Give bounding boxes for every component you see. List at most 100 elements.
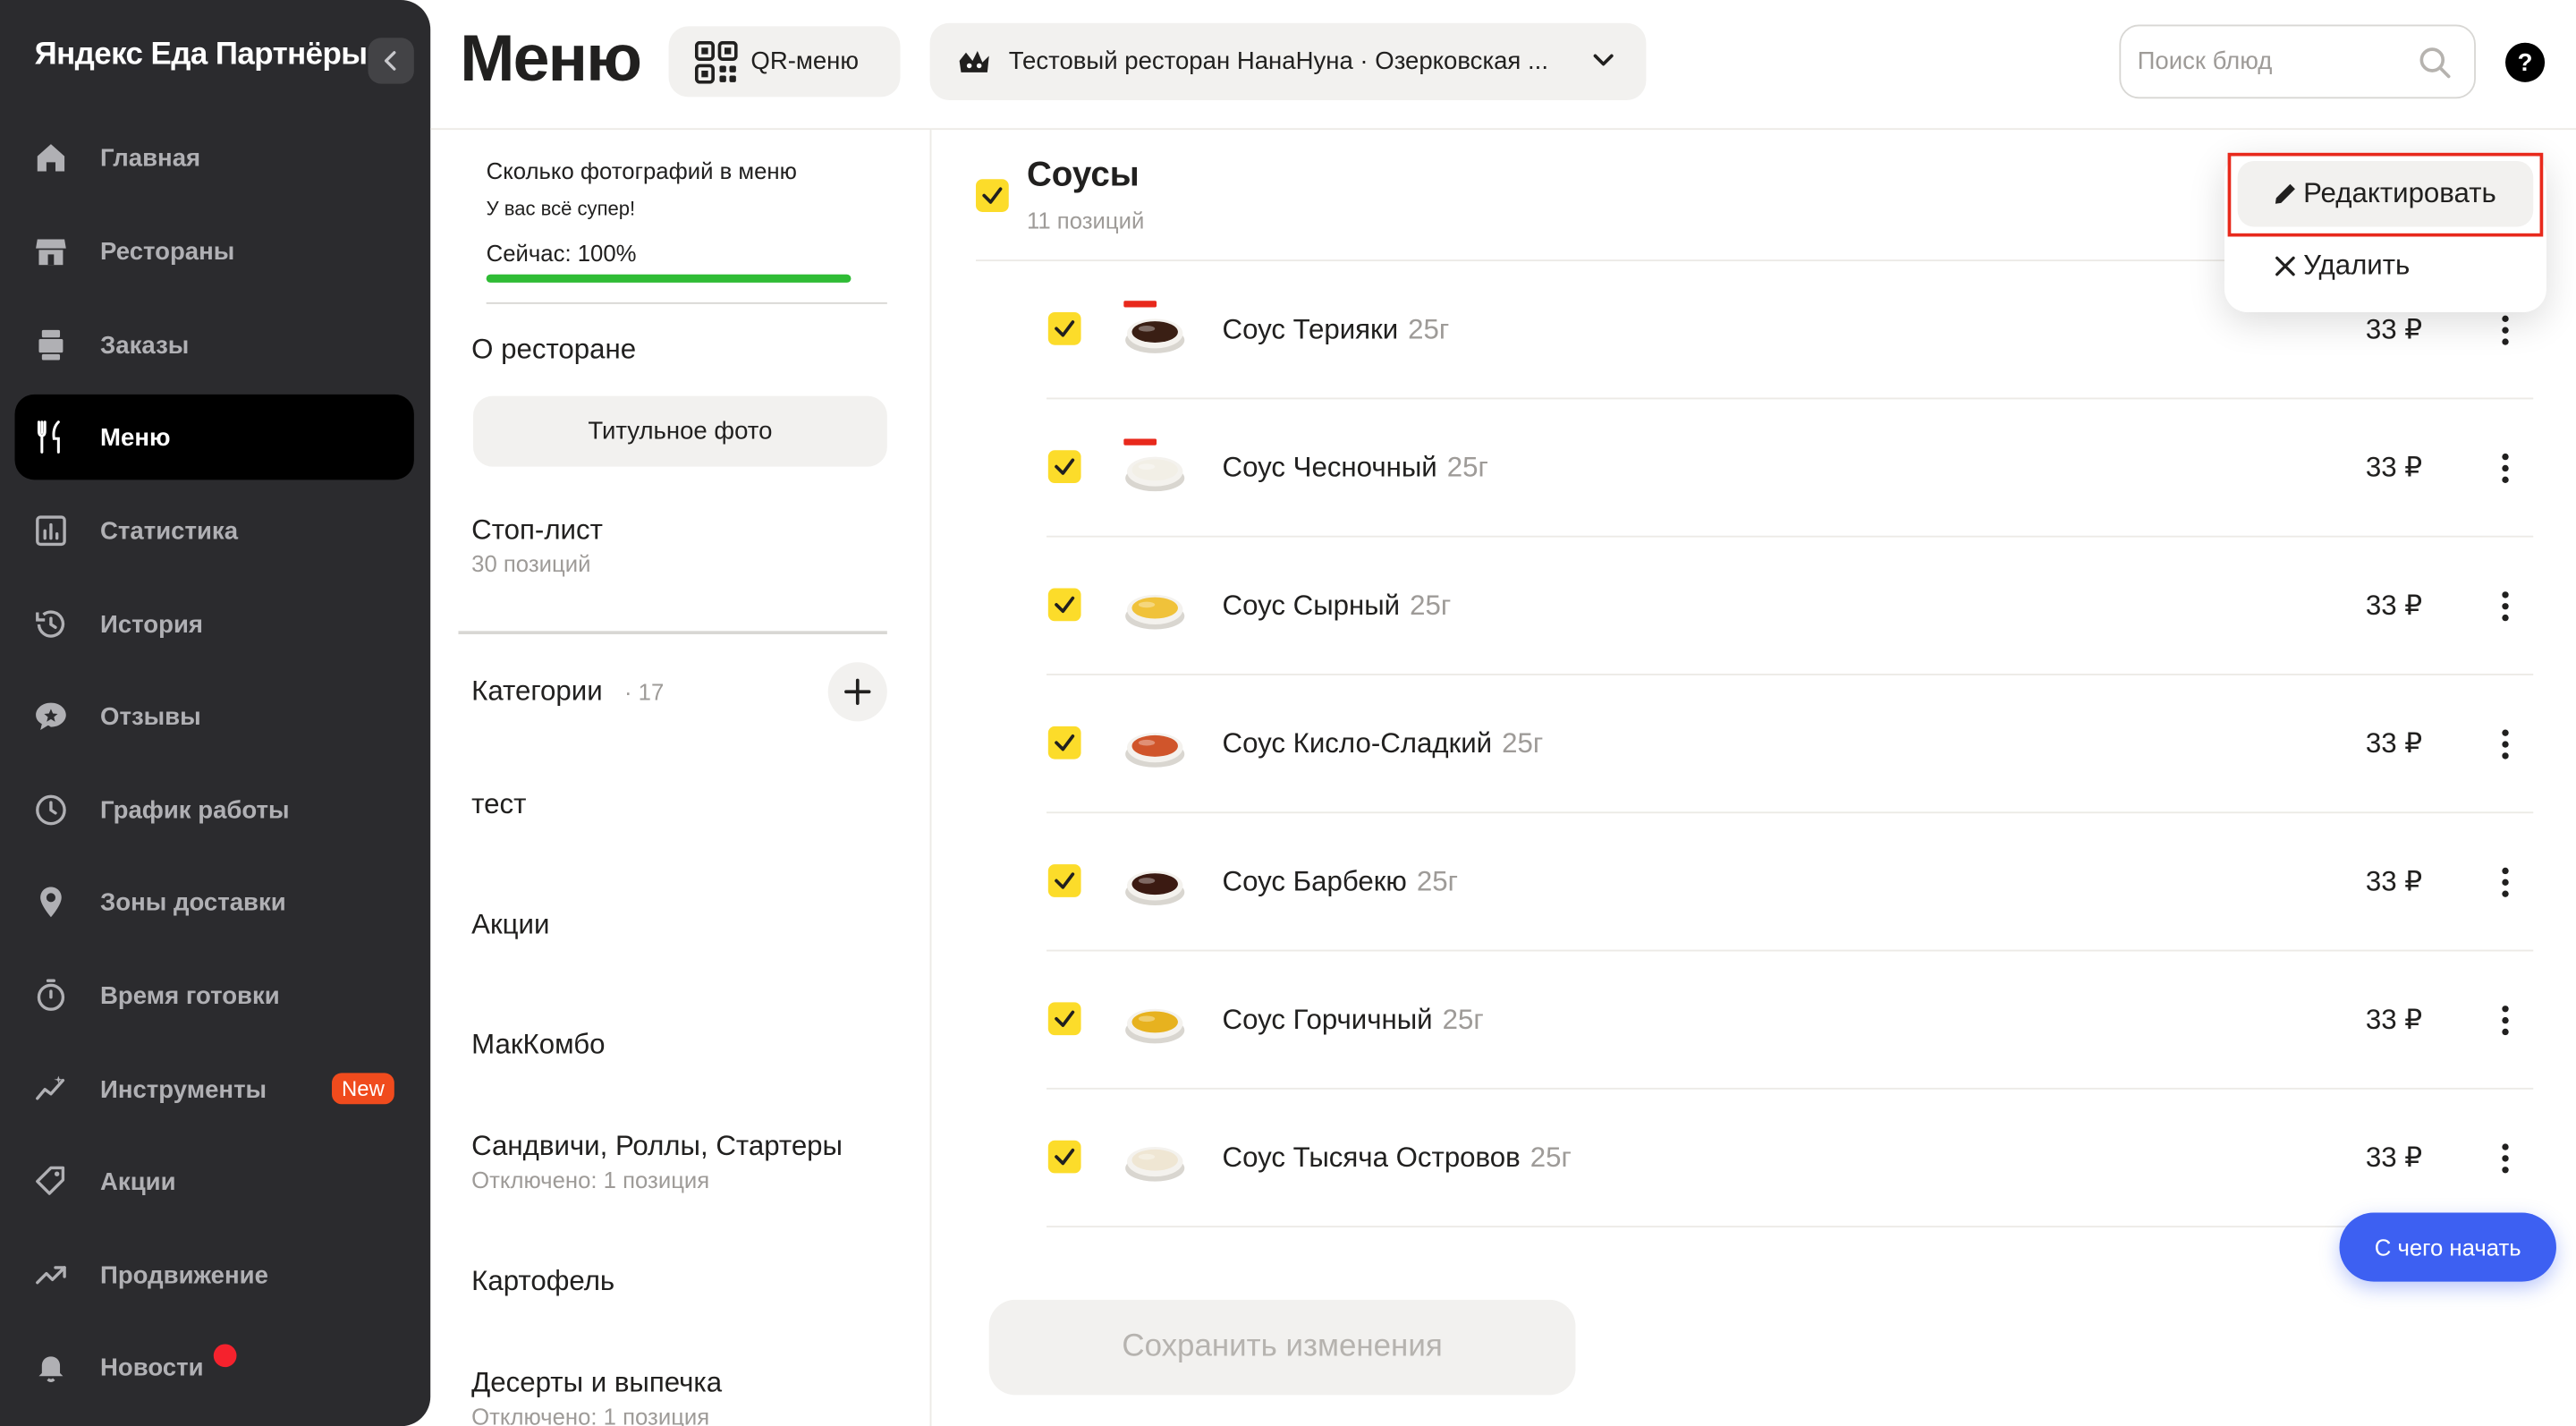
notification-dot [213, 1344, 237, 1368]
help-icon[interactable]: ? [2505, 42, 2546, 82]
sidebar-item-12[interactable]: Продвижение [15, 1233, 414, 1319]
menu-item-row[interactable]: Соус Горчичный 25г 33 ₽ [1046, 951, 2534, 1090]
check-icon [1055, 1010, 1075, 1027]
category-item[interactable]: Картофель [471, 1265, 615, 1297]
qr-code-icon [694, 39, 738, 83]
sidebar-item-1[interactable]: Рестораны [15, 208, 414, 294]
check-icon [1055, 320, 1075, 337]
category-item[interactable]: тест [471, 788, 527, 820]
item-title: Соус Сырный [1222, 590, 1401, 622]
delete-menu-item[interactable]: Удалить [2238, 233, 2534, 299]
more-options-icon[interactable] [2489, 862, 2522, 902]
title-photo-button[interactable]: Титульное фото [472, 395, 887, 467]
more-options-icon[interactable] [2489, 587, 2522, 626]
photos-title: Сколько фотографий в меню [486, 157, 797, 184]
item-price: 33 ₽ [2365, 452, 2423, 483]
chart-icon [31, 511, 71, 550]
item-checkbox[interactable] [1047, 450, 1081, 483]
more-options-icon[interactable] [2489, 448, 2522, 488]
category-item[interactable]: Акции [471, 908, 550, 940]
item-checkbox[interactable] [1047, 1140, 1081, 1174]
sidebar-item-7[interactable]: График работы [15, 768, 414, 853]
item-title: Соус Чесночный [1222, 452, 1437, 483]
sidebar-item-5[interactable]: История [15, 581, 414, 667]
sidebar-item-2[interactable]: Заказы [15, 302, 414, 388]
search-icon[interactable] [2419, 46, 2452, 79]
sidebar: Яндекс Еда Партнёры Главная Рестораны Зака… [0, 0, 431, 1426]
location-pin-icon [31, 882, 71, 921]
chevron-down-icon [1593, 54, 1614, 66]
item-name: Соус Сырный 25г [1223, 590, 1452, 623]
photos-now: Сейчас: 100% [486, 240, 637, 267]
more-options-icon[interactable] [2489, 1139, 2522, 1178]
item-price: 33 ₽ [2365, 313, 2423, 345]
sauce-thumbnail [1125, 870, 1185, 906]
item-title: Соус Тысяча Островов [1222, 1142, 1521, 1174]
sidebar-item-label: Главная [100, 143, 201, 172]
menu-item-row[interactable]: Соус Терияки 25г 33 ₽ [1046, 261, 2534, 400]
qr-menu-label: QR-меню [750, 47, 860, 76]
item-name: Соус Чесночный 25г [1223, 452, 1488, 485]
menu-item-row[interactable]: Соус Чесночный 25г 33 ₽ [1046, 399, 2534, 538]
more-options-icon[interactable] [2489, 310, 2522, 350]
sidebar-item-8[interactable]: Зоны доставки [15, 860, 414, 946]
qr-menu-button[interactable]: QR-меню [668, 26, 901, 98]
menu-item-row[interactable]: Соус Сырный 25г 33 ₽ [1046, 538, 2534, 675]
item-checkbox[interactable] [1047, 864, 1081, 897]
menu-item-row[interactable]: Соус Тысяча Островов 25г 33 ₽ [1046, 1090, 2534, 1228]
restaurant-select[interactable]: Тестовый ресторан НанаНуна · Озерковская… [929, 22, 1647, 101]
menu-item-row[interactable]: Соус Кисло-Сладкий 25г 33 ₽ [1046, 675, 2534, 814]
sidebar-item-11[interactable]: Акции [15, 1139, 414, 1225]
check-icon [1055, 596, 1075, 614]
item-price: 33 ₽ [2365, 865, 2423, 897]
check-icon [1055, 734, 1075, 751]
highlight-annotation [2227, 152, 2544, 237]
tools-icon [31, 1070, 71, 1109]
search-input[interactable] [2137, 47, 2401, 76]
category-item[interactable]: МакКомбо [471, 1028, 606, 1060]
sidebar-item-13[interactable]: Новости [15, 1324, 414, 1410]
item-name: Соус Горчичный 25г [1223, 1004, 1484, 1037]
save-changes-button[interactable]: Сохранить изменения [988, 1299, 1576, 1396]
stop-list-link[interactable]: Стоп-лист [471, 514, 603, 546]
bell-icon [31, 1347, 71, 1387]
item-checkbox[interactable] [1047, 1002, 1081, 1036]
item-weight: 25г [1530, 1142, 1572, 1174]
sidebar-item-3[interactable]: Меню [14, 394, 414, 480]
sidebar-item-4[interactable]: Статистика [15, 488, 414, 574]
brand-logo[interactable]: Яндекс Еда Партнёры [34, 38, 369, 72]
item-checkbox[interactable] [1047, 726, 1081, 760]
item-weight: 25г [1410, 590, 1452, 622]
stop-list-count: 30 позиций [471, 550, 591, 577]
sidebar-item-10[interactable]: Инструменты New [15, 1047, 414, 1133]
review-icon [31, 697, 71, 736]
sauce-thumbnail [1125, 1008, 1185, 1044]
menu-item-row[interactable]: Соус Барбекю 25г 33 ₽ [1046, 813, 2534, 952]
sidebar-item-label: Акции [100, 1167, 176, 1196]
more-options-icon[interactable] [2489, 725, 2522, 764]
section-checkbox[interactable] [976, 179, 1009, 212]
photos-subtitle: У вас всё супер! [486, 197, 636, 221]
item-name: Соус Тысяча Островов 25г [1223, 1142, 1572, 1176]
history-icon [31, 605, 71, 644]
add-category-button[interactable] [827, 662, 887, 722]
category-item[interactable]: Сандвичи, Роллы, Стартеры [471, 1130, 843, 1162]
item-price: 33 ₽ [2365, 590, 2423, 622]
sidebar-item-6[interactable]: Отзывы [15, 674, 414, 760]
store-icon [31, 232, 71, 271]
trend-icon [31, 1255, 71, 1294]
sidebar-item-9[interactable]: Время готовки [15, 953, 414, 1039]
item-checkbox[interactable] [1047, 588, 1081, 622]
stopwatch-icon [31, 976, 71, 1015]
item-checkbox[interactable] [1047, 311, 1081, 345]
sidebar-item-0[interactable]: Главная [15, 115, 414, 201]
item-price: 33 ₽ [2365, 1142, 2423, 1174]
getting-started-button[interactable]: С чего начать [2339, 1212, 2556, 1282]
category-item[interactable]: Десерты и выпечка [471, 1367, 723, 1399]
edit-menu-item[interactable]: Редактировать [2237, 160, 2534, 227]
sauce-thumbnail [1123, 301, 1185, 353]
sidebar-item-label: Заказы [100, 331, 190, 360]
more-options-icon[interactable] [2489, 1001, 2522, 1040]
collapse-sidebar-button[interactable] [368, 38, 414, 84]
sidebar-item-label: Новости [100, 1353, 204, 1381]
